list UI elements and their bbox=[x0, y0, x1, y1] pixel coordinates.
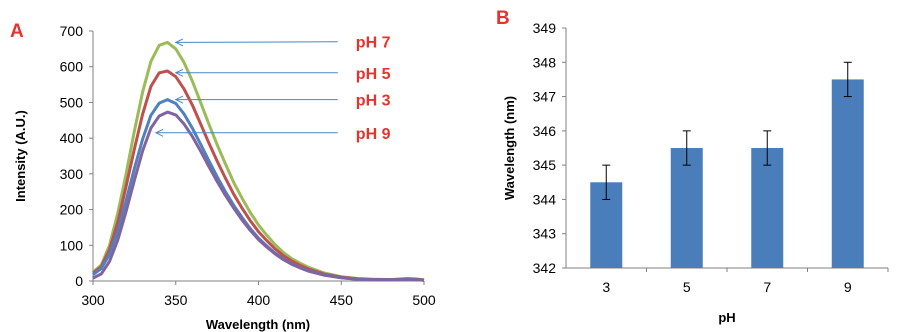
panel-a-y-tick-label: 200 bbox=[60, 202, 84, 218]
series-line-ph-9 bbox=[92, 110, 425, 282]
annotation-label: pH 5 bbox=[356, 66, 391, 83]
panel-a-x-axis-title: Wavelength (nm) bbox=[206, 317, 310, 332]
panel-b-y-tick-label: 346 bbox=[533, 123, 557, 139]
panel-b-x-tick-label: 3 bbox=[602, 279, 610, 295]
panel-a-y-tick-label: 700 bbox=[60, 23, 84, 39]
annotation-arrowhead bbox=[174, 68, 184, 77]
panel-b-x-tick-label: 9 bbox=[844, 279, 852, 295]
panel-a-x-tick-label: 450 bbox=[330, 292, 354, 308]
panel-a-x-tick-label: 400 bbox=[247, 292, 271, 308]
annotation-arrow bbox=[175, 41, 338, 43]
panel-a-y-axis-title: Intensity (A.U.) bbox=[13, 110, 28, 202]
panel-b-y-tick-label: 342 bbox=[533, 260, 557, 276]
annotation-label: pH 7 bbox=[356, 35, 391, 52]
annotation-label: pH 3 bbox=[356, 93, 391, 110]
annotation-arrowhead bbox=[174, 95, 184, 104]
panel-b-y-tick-label: 343 bbox=[533, 226, 557, 242]
bar-ph-9 bbox=[831, 79, 864, 268]
panel-b: B 342 343 344 345 346 347 348 349 3 5 7 9 pH Wavele… bbox=[496, 8, 889, 325]
panel-b-x-axis-title: pH bbox=[718, 310, 735, 325]
panel-a-x-tick-label: 350 bbox=[164, 292, 188, 308]
panel-b-y-tick-label: 349 bbox=[533, 20, 557, 36]
panel-a-letter: A bbox=[10, 21, 24, 42]
panel-a-y-tick-label: 100 bbox=[60, 237, 84, 253]
panel-a-y-tick-label: 600 bbox=[60, 59, 84, 75]
panel-b-y-tick-label: 347 bbox=[533, 89, 557, 105]
panel-a-y-tick-label: 400 bbox=[60, 130, 84, 146]
panel-b-x-tick-label: 7 bbox=[763, 279, 771, 295]
annotation-arrowhead bbox=[154, 128, 164, 137]
panel-a-x-tick-label: 300 bbox=[81, 292, 105, 308]
panel-b-y-axis-title: Wavelength (nm) bbox=[502, 96, 517, 200]
panel-a-y-tick-label: 500 bbox=[60, 94, 84, 110]
panel-a-x-tick-label: 500 bbox=[412, 292, 436, 308]
panel-b-y-tick-label: 345 bbox=[533, 157, 557, 173]
panel-a-y-tick-label: 300 bbox=[60, 166, 84, 182]
bar-ph-7 bbox=[751, 148, 784, 268]
bar-ph-5 bbox=[670, 148, 703, 268]
panel-b-x-tick-label: 5 bbox=[683, 279, 691, 295]
panel-b-letter: B bbox=[496, 8, 510, 29]
annotation-label: pH 9 bbox=[356, 126, 391, 143]
panel-a-y-tick-label: 0 bbox=[75, 273, 83, 289]
panel-b-y-tick-label: 344 bbox=[533, 191, 557, 207]
annotation-arrowhead bbox=[174, 38, 184, 47]
panel-b-y-tick-label: 348 bbox=[533, 54, 557, 70]
